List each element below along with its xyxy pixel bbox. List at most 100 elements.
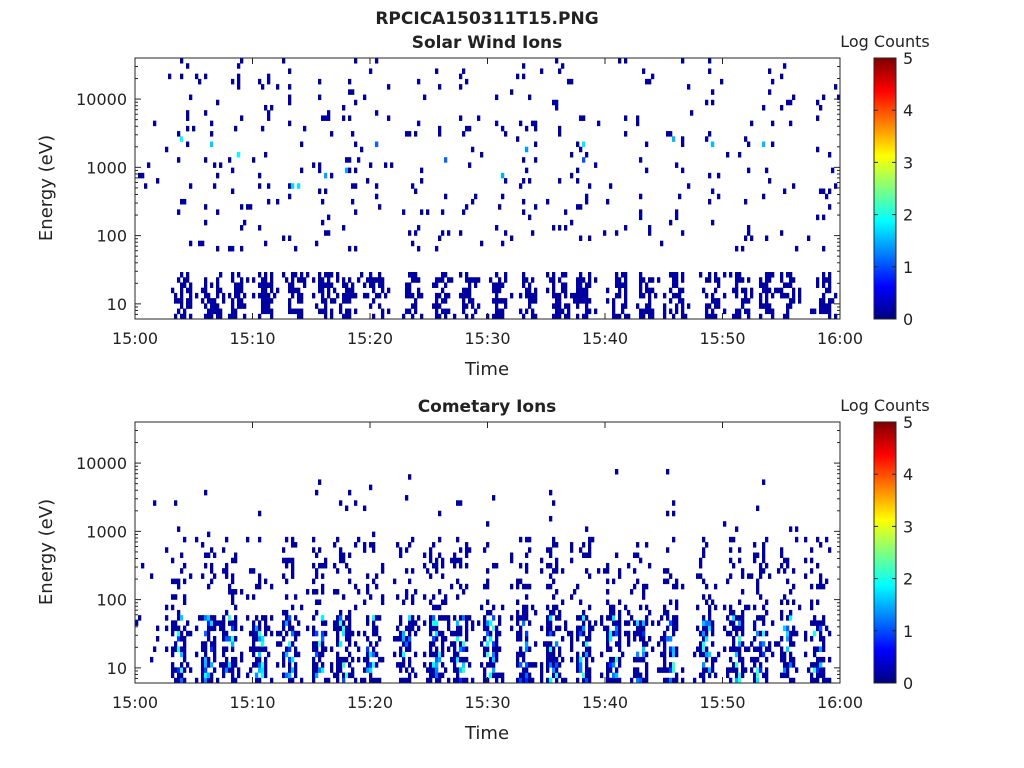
spectrogram-cell (336, 272, 340, 278)
spectrogram-cell (687, 183, 691, 189)
spectrogram-cell (354, 167, 358, 174)
spectrogram-cell (252, 646, 256, 652)
spectrogram-cell (342, 298, 346, 304)
spectrogram-cell (321, 589, 325, 595)
spectrogram-cell (486, 568, 490, 574)
spectrogram-cell (780, 646, 784, 652)
spectrogram-cell (822, 282, 826, 288)
spectrogram-cell (318, 308, 322, 315)
spectrogram-cell (351, 667, 355, 673)
spectrogram-cell (651, 620, 655, 626)
spectrogram-cell (453, 552, 457, 559)
spectrogram-cell (429, 557, 433, 564)
spectrogram-cell (210, 313, 214, 320)
spectrogram-cell (822, 303, 826, 309)
spectrogram-cell (201, 672, 205, 679)
spectrogram-cell (498, 308, 502, 315)
spectrogram-cell (588, 625, 592, 632)
spectrogram-cell (534, 292, 538, 299)
spectrogram-cell (561, 308, 565, 315)
spectrogram-cell (558, 313, 562, 320)
colorbar-title: Log Counts (840, 396, 930, 415)
spectrogram-cell (702, 552, 706, 559)
spectrogram-cell (624, 58, 628, 64)
spectrogram-cell (549, 515, 553, 522)
spectrogram-cell (579, 287, 583, 294)
spectrogram-cell (465, 313, 469, 320)
spectrogram-cell (177, 157, 181, 163)
spectrogram-cell (645, 672, 649, 679)
spectrogram-cell (318, 599, 322, 605)
spectrogram-cell (258, 646, 262, 652)
spectrogram-cell (255, 625, 259, 632)
spectrogram-cell (324, 272, 328, 278)
spectrogram-cell (264, 151, 268, 158)
spectrogram-cell (246, 204, 250, 210)
spectrogram-cell (435, 677, 439, 684)
spectrogram-cell (225, 536, 229, 543)
spectrogram-cell (576, 667, 580, 673)
spectrogram-cell (480, 604, 484, 611)
spectrogram-cell (171, 620, 175, 626)
spectrogram-cell (324, 677, 328, 684)
spectrogram-cell (462, 615, 466, 621)
spectrogram-cell (189, 287, 193, 294)
spectrogram-cell (234, 625, 238, 632)
spectrogram-cell (678, 193, 682, 200)
spectrogram-cell (453, 667, 457, 673)
spectrogram-cell (579, 630, 583, 637)
spectrogram-cell (564, 303, 568, 309)
spectrogram-cell (546, 583, 550, 590)
spectrogram-cell (255, 630, 259, 637)
spectrogram-cell (225, 636, 229, 642)
spectrogram-cell (204, 489, 208, 496)
spectrogram-cell (363, 677, 367, 684)
spectrogram-cell (180, 272, 184, 278)
spectrogram-cell (672, 615, 676, 621)
spectrogram-cell (681, 230, 685, 236)
spectrogram-cell (177, 672, 181, 679)
colorbar-title: Log Counts (840, 32, 930, 51)
spectrogram-cell (228, 615, 232, 621)
panel-title: Cometary Ions (418, 397, 557, 417)
spectrogram-cell (405, 641, 409, 647)
spectrogram-cell (618, 662, 622, 668)
spectrogram-cell (786, 557, 790, 564)
spectrogram-cell (336, 536, 340, 543)
spectrogram-cell (339, 641, 343, 647)
spectrogram-cell (267, 298, 271, 304)
spectrogram-cell (180, 667, 184, 673)
spectrogram-cell (327, 287, 331, 294)
spectrogram-cell (531, 677, 535, 684)
spectrogram-cell (228, 620, 232, 626)
spectrogram-cell (330, 172, 334, 179)
spectrogram-cell (819, 308, 823, 315)
spectrogram-cell (258, 656, 262, 663)
spectrogram-cell (369, 162, 373, 168)
spectrogram-cell (672, 677, 676, 684)
spectrogram-cell (408, 272, 412, 278)
spectrogram-cell (555, 303, 559, 309)
x-tick-label: 15:00 (112, 329, 158, 348)
spectrogram-cell (459, 562, 463, 569)
spectrogram-cell (462, 656, 466, 663)
spectrogram-cell (321, 308, 325, 315)
spectrogram-cell (495, 625, 499, 632)
spectrogram-cell (399, 620, 403, 626)
spectrogram-cell (375, 583, 379, 590)
spectrogram-cell (489, 672, 493, 679)
spectrogram-cell (816, 282, 820, 288)
spectrogram-cell (204, 552, 208, 559)
spectrogram-cell (732, 287, 736, 294)
spectrogram-cell (765, 630, 769, 637)
spectrogram-cell (576, 636, 580, 642)
spectrogram-cell (564, 287, 568, 294)
spectrogram-cell (438, 589, 442, 595)
spectrogram-cell (477, 277, 481, 283)
spectrogram-cell (408, 636, 412, 642)
spectrogram-cell (492, 641, 496, 647)
spectrogram-cell (288, 303, 292, 309)
spectrogram-cell (255, 615, 259, 621)
spectrogram-cell (183, 282, 187, 288)
spectrogram-cell (558, 298, 562, 304)
